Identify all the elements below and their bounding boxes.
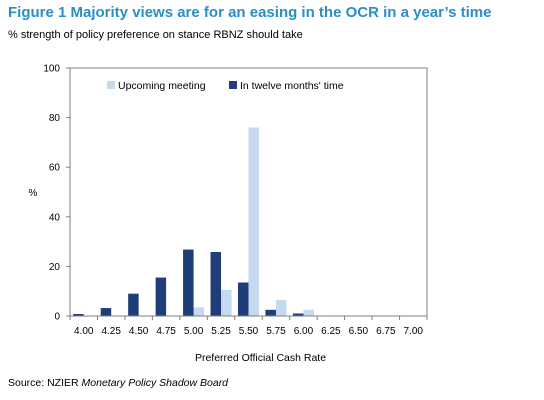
x-tick-label: 4.00 bbox=[74, 326, 94, 337]
chart-title: Figure 1 Majority views are for an easin… bbox=[8, 4, 492, 21]
bar-upcoming bbox=[221, 289, 232, 316]
x-tick-label: 6.75 bbox=[376, 326, 396, 337]
legend-label-upcoming: Upcoming meeting bbox=[118, 80, 206, 92]
y-tick-label: 20 bbox=[49, 262, 61, 273]
bar-twelve-months bbox=[210, 252, 222, 316]
source-note: Source: NZIER Monetary Policy Shadow Boa… bbox=[8, 377, 228, 389]
plot-frame bbox=[69, 67, 428, 317]
x-tick-label: 4.50 bbox=[129, 326, 149, 337]
bar-upcoming bbox=[193, 307, 205, 316]
chart-subtitle: % strength of policy preference on stanc… bbox=[8, 29, 303, 41]
legend: Upcoming meeting In twelve months' time bbox=[107, 80, 344, 92]
x-tick-label: 5.25 bbox=[211, 326, 231, 337]
x-axis-title: Preferred Official Cash Rate bbox=[195, 352, 326, 364]
bar-twelve-months bbox=[265, 309, 276, 316]
y-axis-title: % bbox=[29, 188, 38, 199]
x-tick-label: 6.25 bbox=[321, 326, 341, 337]
bar-twelve-months bbox=[128, 293, 139, 316]
bar-twelve-months bbox=[292, 313, 304, 316]
bar-twelve-months bbox=[183, 249, 194, 316]
legend-swatch-twelve-months bbox=[229, 81, 237, 89]
y-tick-label: 60 bbox=[49, 163, 61, 174]
bar-upcoming bbox=[303, 309, 314, 316]
bar-twelve-months bbox=[155, 277, 167, 316]
y-tick-label: 100 bbox=[43, 64, 60, 75]
y-tick-label: 80 bbox=[49, 113, 61, 124]
y-tick-label: 0 bbox=[54, 312, 60, 323]
x-tick-label: 7.00 bbox=[404, 326, 424, 337]
x-tick-label: 6.50 bbox=[349, 326, 369, 337]
source-prefix: Source: NZIER bbox=[8, 377, 82, 389]
bars-group bbox=[73, 127, 342, 317]
x-tick-label: 5.75 bbox=[266, 326, 286, 337]
axes-group bbox=[66, 67, 428, 320]
x-tick-label: 4.75 bbox=[156, 326, 176, 337]
bar-twelve-months bbox=[73, 314, 84, 316]
bar-upcoming bbox=[275, 299, 287, 316]
y-tick-label: 40 bbox=[49, 212, 61, 223]
bar-twelve-months bbox=[238, 282, 249, 316]
legend-swatch-upcoming bbox=[107, 81, 115, 89]
bar-twelve-months bbox=[100, 308, 112, 316]
bar-upcoming bbox=[248, 127, 259, 317]
source-italic: Monetary Policy Shadow Board bbox=[81, 377, 229, 389]
labels-group: 0 20 40 60 80 100 4.00 4.25 4.50 4.75 5.00 5.25 5.50… bbox=[29, 64, 424, 365]
x-tick-label: 6.00 bbox=[294, 326, 314, 337]
x-tick-label: 5.00 bbox=[184, 326, 204, 337]
x-tick-label: 5.50 bbox=[239, 326, 259, 337]
legend-label-twelve-months: In twelve months' time bbox=[240, 80, 344, 92]
x-tick-label: 4.25 bbox=[101, 326, 121, 337]
